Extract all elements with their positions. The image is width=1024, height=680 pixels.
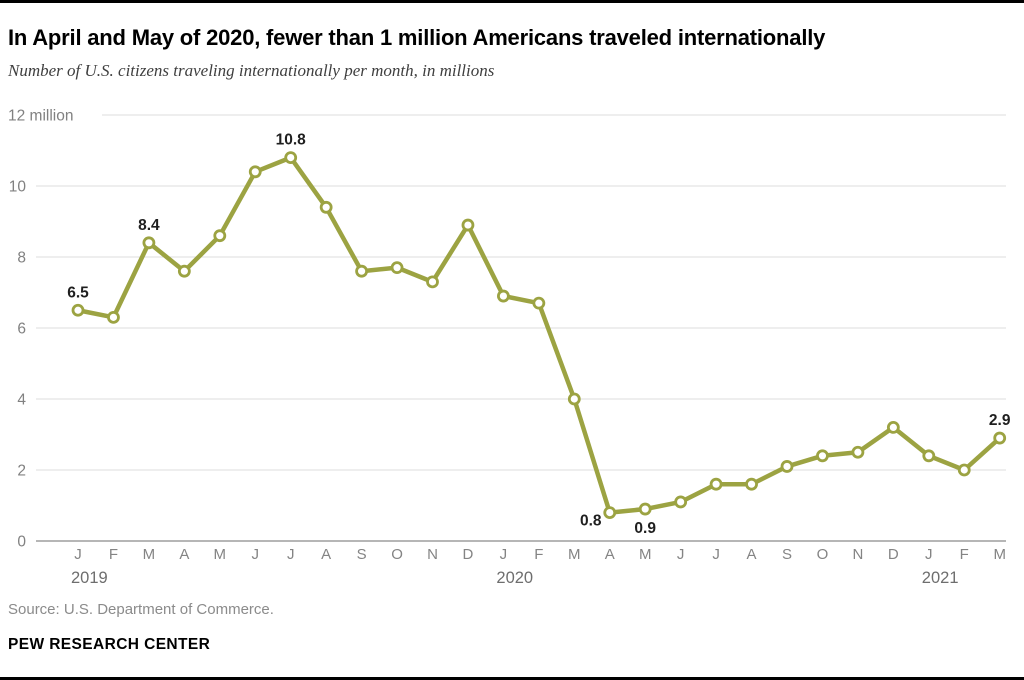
data-point-marker — [284, 151, 298, 165]
data-point-marker — [780, 460, 794, 473]
data-point-label: 0.9 — [634, 520, 656, 537]
x-tick-label: J — [252, 546, 260, 563]
data-point-marker — [248, 165, 262, 179]
x-tick-label: J — [74, 546, 82, 563]
chart-title: In April and May of 2020, fewer than 1 m… — [8, 25, 826, 50]
x-tick-label: J — [712, 546, 720, 563]
x-tick-label: M — [639, 546, 652, 563]
x-tick-label: A — [179, 546, 189, 563]
source-note: Source: U.S. Department of Commerce. — [8, 601, 274, 618]
year-label: 2021 — [922, 569, 959, 587]
data-point-marker — [319, 200, 333, 214]
data-point-marker — [496, 289, 510, 303]
x-tick-label: O — [391, 546, 403, 563]
data-point-marker — [567, 392, 581, 406]
y-tick-label: 0 — [17, 534, 26, 551]
data-point-marker — [638, 502, 652, 516]
x-tick-label: N — [852, 546, 863, 563]
x-tick-label: F — [534, 546, 543, 563]
data-point-marker — [532, 296, 546, 310]
y-tick-label: 2 — [17, 463, 26, 480]
x-tick-label: M — [568, 546, 581, 563]
data-point-marker — [674, 495, 688, 509]
data-point-label: 2.9 — [989, 412, 1011, 429]
data-point-marker — [993, 431, 1007, 445]
data-point-marker — [745, 477, 758, 491]
data-point-marker — [213, 229, 227, 243]
x-tick-label: S — [357, 546, 367, 563]
data-point-marker — [142, 236, 156, 250]
data-point-marker — [886, 420, 900, 434]
data-point-marker — [957, 463, 971, 477]
data-point-marker — [177, 264, 191, 278]
data-point-marker — [461, 218, 475, 232]
data-point-marker — [71, 303, 85, 317]
x-tick-label: F — [109, 546, 118, 563]
y-tick-label-backing — [4, 460, 31, 480]
x-tick-label: A — [605, 546, 615, 563]
y-tick-label-backing — [4, 176, 31, 196]
data-point-label: 10.8 — [276, 132, 307, 149]
x-tick-label: D — [888, 546, 899, 563]
data-point-marker — [816, 449, 829, 463]
data-point-marker — [390, 261, 404, 275]
pew-research-center-wordmark: PEW RESEARCH CENTER — [8, 636, 211, 653]
data-point-marker — [709, 477, 723, 491]
x-tick-label: O — [817, 546, 829, 563]
top-rule — [0, 0, 1024, 3]
chart-subtitle: Number of U.S. citizens traveling intern… — [8, 61, 495, 80]
data-point-marker — [603, 506, 617, 519]
data-point-marker — [922, 449, 936, 463]
x-tick-label: J — [500, 546, 508, 563]
y-tick-label: 4 — [17, 392, 26, 409]
x-tick-label: S — [782, 546, 792, 563]
year-label: 2019 — [71, 569, 108, 587]
x-tick-label: M — [214, 546, 227, 563]
data-point-label: 8.4 — [138, 217, 160, 234]
year-label: 2020 — [496, 569, 533, 587]
y-tick-label-backing — [4, 247, 31, 267]
x-tick-label: J — [925, 546, 933, 563]
x-tick-label: A — [321, 546, 331, 563]
x-tick-label: A — [747, 546, 757, 563]
bottom-rule — [0, 677, 1024, 680]
data-point-marker — [355, 264, 369, 278]
y-tick-label-backing — [4, 531, 31, 551]
y-tick-label: 6 — [17, 321, 26, 338]
x-tick-label: J — [677, 546, 685, 563]
data-point-marker — [426, 275, 439, 289]
y-tick-label-backing — [4, 105, 102, 125]
x-tick-label: D — [463, 546, 474, 563]
data-line — [75, 155, 1002, 515]
data-point-marker — [851, 445, 865, 459]
y-tick-label-backing — [4, 389, 31, 409]
x-tick-label: M — [143, 546, 156, 563]
y-tick-label-backing — [4, 318, 31, 338]
y-tick-label: 10 — [9, 179, 27, 196]
x-tick-label: J — [287, 546, 295, 563]
x-tick-label: M — [993, 546, 1006, 563]
data-point-marker — [107, 310, 120, 324]
data-point-label: 6.5 — [67, 284, 89, 301]
y-tick-label: 12 million — [8, 108, 73, 125]
data-point-label: 0.8 — [580, 513, 602, 530]
x-tick-label: F — [960, 546, 969, 563]
y-tick-label: 8 — [17, 250, 26, 267]
x-tick-label: N — [427, 546, 438, 563]
